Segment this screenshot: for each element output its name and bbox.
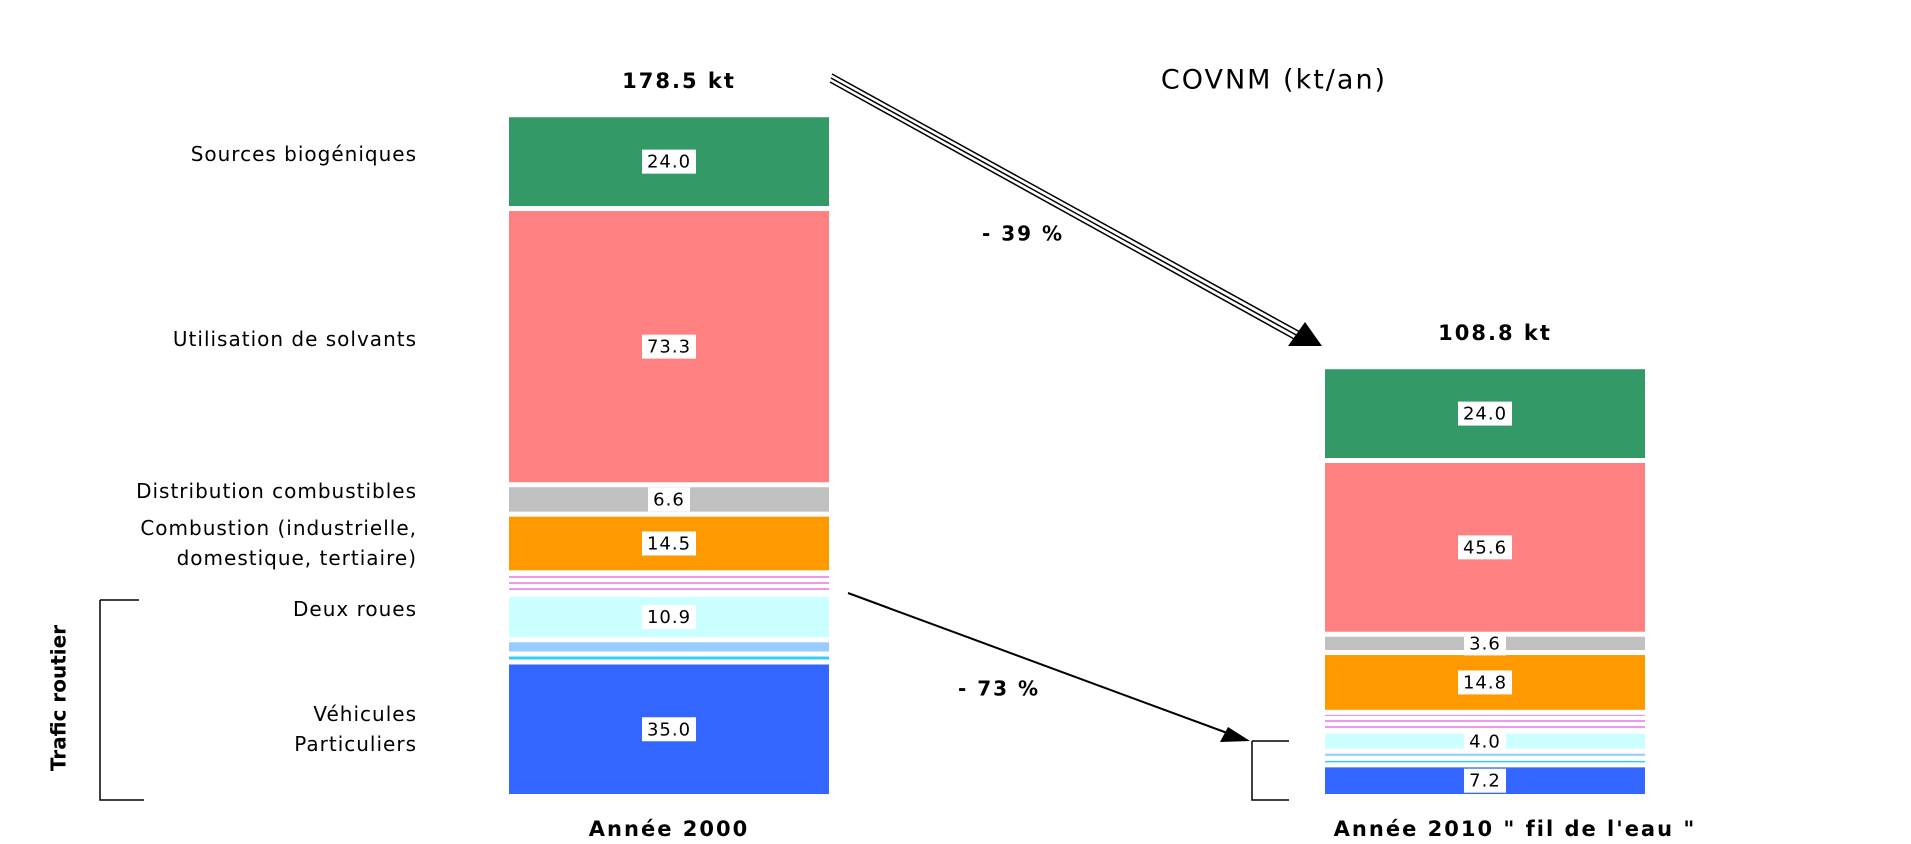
x-category-label: Année 2010 " fil de l'eau ": [1334, 817, 1697, 841]
bracket: [99, 599, 144, 801]
value-label-bg: [1464, 729, 1506, 754]
value-label: 24.0: [647, 152, 691, 173]
value-label: 35.0: [647, 719, 691, 740]
legend-label: Deux roues: [293, 597, 417, 622]
bar-segment: [509, 656, 829, 660]
bar-segment: [509, 575, 829, 592]
value-label-bg: [642, 531, 696, 556]
value-label-bg: [1464, 768, 1506, 793]
value-label-bg: [642, 717, 696, 742]
total-label: 108.8 kt: [1438, 321, 1552, 345]
value-label-bg: [642, 334, 696, 359]
chart-title: COVNM (kt/an): [1161, 65, 1387, 96]
legend-label: Distribution combustibles: [136, 479, 417, 504]
group-label: Trafic routier: [47, 625, 71, 771]
value-label-bg: [648, 487, 690, 512]
arrow: [847, 592, 1250, 742]
value-label: 4.0: [1469, 731, 1501, 752]
value-label: 24.0: [1463, 404, 1507, 425]
value-label-bg: [1458, 401, 1512, 426]
value-label-bg: [1458, 670, 1512, 695]
value-label: 7.2: [1469, 771, 1501, 792]
legend-label: Véhicules Particuliers: [294, 702, 417, 757]
value-label: 45.6: [1463, 537, 1507, 558]
value-label-bg: [1464, 631, 1506, 656]
value-label: 3.6: [1469, 633, 1501, 654]
total-label: 178.5 kt: [622, 69, 736, 93]
value-label: 14.5: [647, 533, 691, 554]
value-label-bg: [1458, 535, 1512, 560]
legend-label: Sources biogéniques: [190, 141, 417, 166]
legend-label: Utilisation de solvants: [172, 326, 417, 351]
bar-segment: [1325, 714, 1645, 729]
bar-segment: [1325, 760, 1645, 763]
annotation: - 73 %: [958, 677, 1040, 701]
value-label: 10.9: [647, 607, 691, 628]
value-label: 6.6: [653, 489, 685, 510]
annotation: - 39 %: [982, 222, 1064, 246]
value-label: 14.8: [1463, 672, 1507, 693]
x-category-label: Année 2000: [589, 817, 749, 841]
value-label-bg: [642, 605, 696, 630]
arrow: [829, 73, 1322, 346]
value-label: 73.3: [647, 337, 691, 358]
bar-segment: [509, 642, 829, 652]
legend-label: Combustion (industrielle, domestique, te…: [140, 516, 417, 571]
bracket: [1251, 740, 1289, 801]
bar-segment: [1325, 753, 1645, 756]
value-label-bg: [642, 149, 696, 174]
